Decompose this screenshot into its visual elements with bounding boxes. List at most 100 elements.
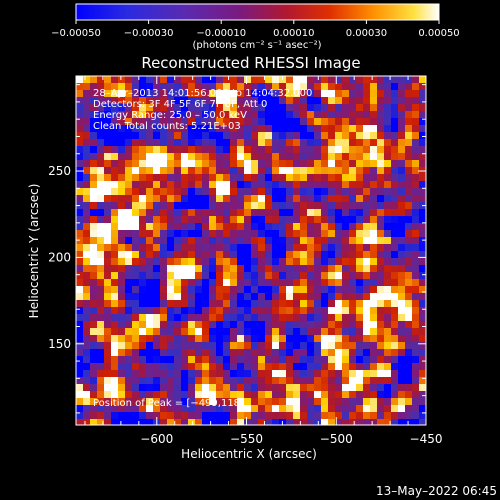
heatmap-cell	[146, 118, 154, 126]
heatmap-cell	[258, 202, 266, 210]
heatmap-cell	[132, 300, 140, 308]
colorbar-unit: (photons cm⁻² s⁻¹ asec⁻²)	[192, 40, 321, 51]
heatmap-cell	[230, 412, 238, 420]
heatmap-cell	[167, 419, 175, 425]
heatmap-cell	[279, 377, 287, 385]
heatmap-cell	[83, 265, 91, 273]
heatmap-cell	[363, 146, 371, 154]
heatmap-cell	[97, 209, 105, 217]
heatmap-cell	[412, 146, 420, 154]
heatmap-cell	[83, 293, 91, 301]
heatmap-cell	[412, 265, 420, 273]
heatmap-cell	[307, 405, 315, 413]
heatmap-cell	[188, 76, 196, 84]
heatmap-cell	[384, 195, 392, 203]
heatmap-cell	[356, 174, 364, 182]
heatmap-cell	[377, 314, 385, 322]
heatmap-cell	[398, 244, 406, 252]
heatmap-cell	[146, 335, 154, 343]
heatmap-cell	[195, 286, 203, 294]
heatmap-cell	[125, 146, 133, 154]
heatmap-cell	[363, 398, 371, 406]
heatmap-cell	[251, 272, 259, 280]
heatmap-cell	[97, 160, 105, 168]
heatmap-cell	[195, 384, 203, 392]
heatmap-cell	[76, 153, 84, 161]
heatmap-cell	[391, 363, 399, 371]
heatmap-cell	[160, 370, 168, 378]
heatmap-cell	[244, 160, 252, 168]
heatmap-cell	[216, 405, 224, 413]
heatmap-cell	[321, 230, 329, 238]
heatmap-cell	[195, 237, 203, 245]
heatmap-cell	[237, 405, 245, 413]
heatmap-cell	[83, 342, 91, 350]
heatmap-cell	[188, 272, 196, 280]
heatmap-cell	[279, 216, 287, 224]
heatmap-cell	[300, 244, 308, 252]
heatmap-cell	[251, 118, 259, 126]
heatmap-cell	[265, 111, 273, 119]
x-axis-label: Heliocentric X (arcsec)	[181, 447, 317, 461]
heatmap-cell	[419, 419, 426, 425]
heatmap-cell	[188, 104, 196, 112]
heatmap-cell	[419, 83, 426, 91]
heatmap-cell	[398, 97, 406, 105]
heatmap-cell	[230, 223, 238, 231]
heatmap-cell	[181, 132, 189, 140]
heatmap-cell	[104, 363, 112, 371]
heatmap-cell	[377, 328, 385, 336]
heatmap-cell	[181, 174, 189, 182]
heatmap-cell	[391, 335, 399, 343]
heatmap-cell	[76, 412, 84, 420]
heatmap-cell	[398, 188, 406, 196]
heatmap-cell	[118, 377, 126, 385]
heatmap-cell	[76, 251, 84, 259]
heatmap-cell	[293, 202, 301, 210]
colorbar-ticks: −0.00050 −0.00030 −0.00010 0.00010 0.00030 0.…	[51, 20, 460, 39]
heatmap-cell	[307, 251, 315, 259]
heatmap-cell	[97, 146, 105, 154]
heatmap-cell	[384, 272, 392, 280]
heatmap-cell	[314, 335, 322, 343]
heatmap-cell	[398, 405, 406, 413]
heatmap-cell	[279, 398, 287, 406]
heatmap-cell	[335, 111, 343, 119]
heatmap-cell	[132, 349, 140, 357]
heatmap-cell	[209, 279, 217, 287]
heatmap-cell	[181, 146, 189, 154]
heatmap-cell	[398, 356, 406, 364]
heatmap-cell	[251, 167, 259, 175]
heatmap-cell	[167, 174, 175, 182]
heatmap-cell	[188, 293, 196, 301]
heatmap-cell	[139, 209, 147, 217]
heatmap-cell	[125, 195, 133, 203]
heatmap-cell	[146, 384, 154, 392]
heatmap-cell	[125, 83, 133, 91]
heatmap-cell	[167, 223, 175, 231]
heatmap-cell	[83, 153, 91, 161]
heatmap-cell	[195, 265, 203, 273]
heatmap-cell	[349, 153, 357, 161]
heatmap-cell	[363, 230, 371, 238]
heatmap-cell	[377, 230, 385, 238]
heatmap-cell	[405, 202, 413, 210]
heatmap-cell	[300, 419, 308, 425]
heatmap-cell	[132, 314, 140, 322]
heatmap-cell	[104, 314, 112, 322]
heatmap-cell	[307, 223, 315, 231]
heatmap-cell	[132, 398, 140, 406]
heatmap-cell	[90, 97, 98, 105]
heatmap-cell	[90, 90, 98, 98]
heatmap-cell	[391, 90, 399, 98]
heatmap-cell	[153, 398, 161, 406]
heatmap-cell	[111, 181, 119, 189]
heatmap-cell	[237, 272, 245, 280]
heatmap-cell	[83, 202, 91, 210]
heatmap-cell	[153, 209, 161, 217]
annotation-counts: Clean Total counts: 5.21E+03	[93, 121, 241, 132]
heatmap-cell	[216, 209, 224, 217]
heatmap-cell	[335, 286, 343, 294]
heatmap-cell	[146, 125, 154, 133]
heatmap-cell	[202, 419, 210, 425]
